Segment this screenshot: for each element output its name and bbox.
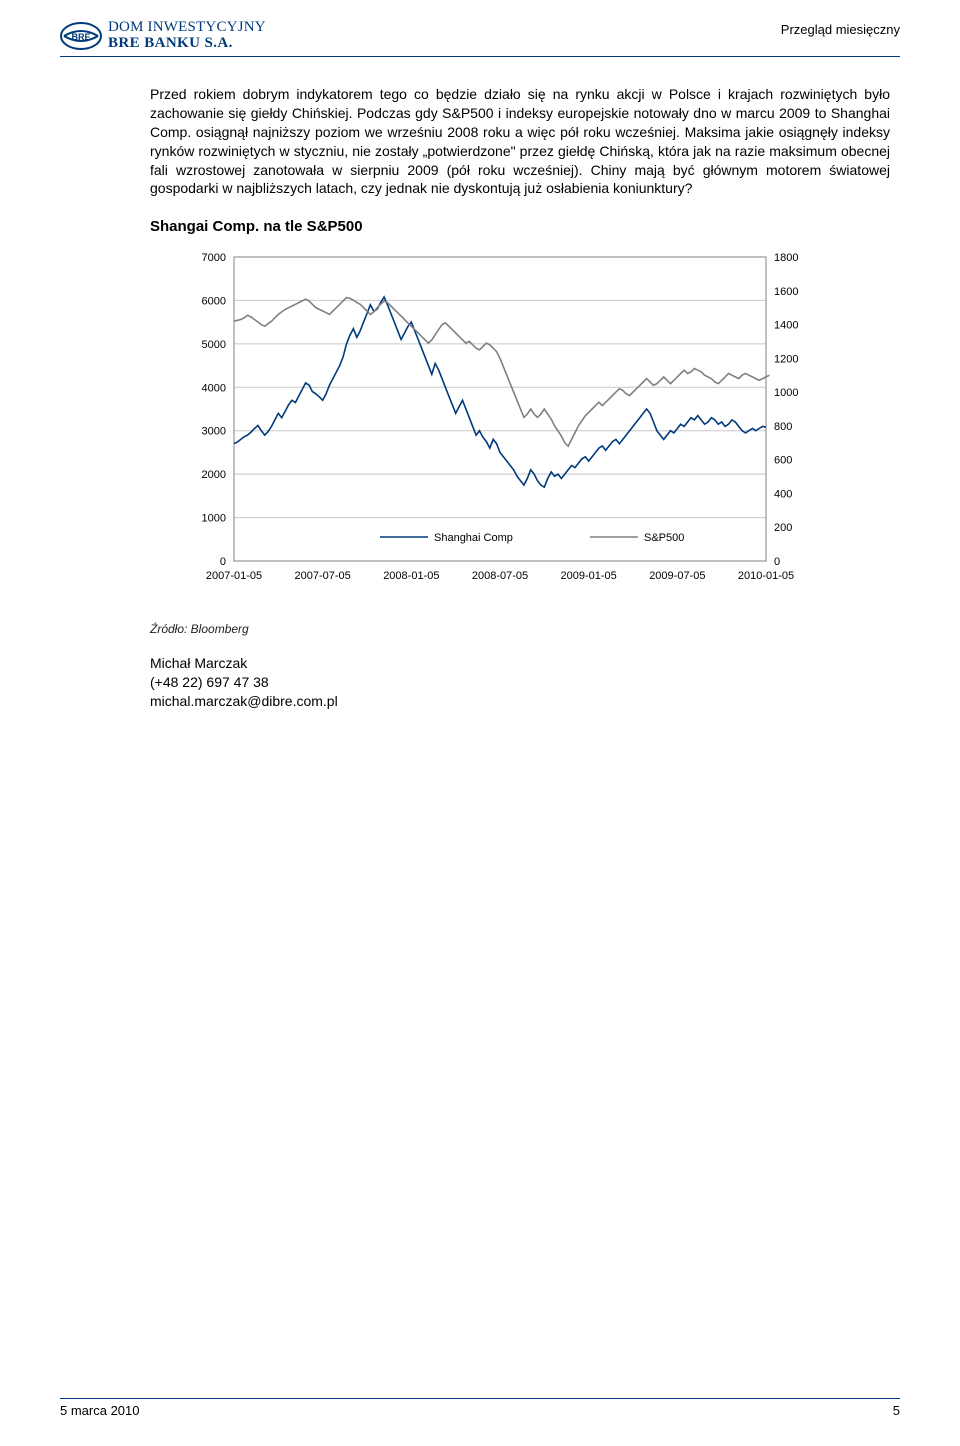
- body-paragraph: Przed rokiem dobrym indykatorem tego co …: [150, 85, 890, 198]
- chart-container: 0 1000 2000 3000 4000 5000 6000 7000 0 200 400 600 8…: [180, 243, 820, 608]
- footer: 5 marca 2010 5: [60, 1398, 900, 1418]
- svg-text:Shanghai Comp: Shanghai Comp: [434, 532, 513, 544]
- logo-text-line1: DOM INWESTYCYJNY: [108, 20, 266, 36]
- svg-text:2009-01-05: 2009-01-05: [561, 570, 617, 582]
- author-name: Michał Marczak: [150, 654, 900, 673]
- svg-text:1200: 1200: [774, 354, 798, 366]
- svg-text:2008-01-05: 2008-01-05: [383, 570, 439, 582]
- header-section-label: Przegląd miesięczny: [781, 20, 900, 37]
- chart-title: Shangai Comp. na tle S&P500: [150, 218, 900, 235]
- svg-text:1000: 1000: [774, 387, 798, 399]
- svg-text:2010-01-05: 2010-01-05: [738, 570, 794, 582]
- logo-text-line2: BRE BANKU S.A.: [108, 36, 266, 52]
- svg-text:5000: 5000: [202, 339, 226, 351]
- footer-date: 5 marca 2010: [60, 1403, 140, 1418]
- svg-text:1600: 1600: [774, 286, 798, 298]
- svg-text:S&P500: S&P500: [644, 532, 684, 544]
- svg-text:800: 800: [774, 421, 792, 433]
- header: BRE DOM INWESTYCYJNY BRE BANKU S.A. Prze…: [60, 20, 900, 57]
- svg-text:0: 0: [220, 556, 226, 568]
- svg-text:1800: 1800: [774, 252, 798, 264]
- author-block: Michał Marczak (+48 22) 697 47 38 michal…: [150, 654, 900, 711]
- shanghai-sp500-chart: 0 1000 2000 3000 4000 5000 6000 7000 0 200 400 600 8…: [180, 243, 820, 603]
- svg-text:2000: 2000: [202, 469, 226, 481]
- svg-text:2007-01-05: 2007-01-05: [206, 570, 262, 582]
- svg-text:200: 200: [774, 523, 792, 535]
- bre-logo-icon: BRE: [60, 20, 102, 52]
- chart-source: Źródło: Bloomberg: [150, 622, 900, 636]
- svg-text:400: 400: [774, 489, 792, 501]
- svg-text:7000: 7000: [202, 252, 226, 264]
- logo: BRE DOM INWESTYCYJNY BRE BANKU S.A.: [60, 20, 266, 52]
- svg-text:600: 600: [774, 455, 792, 467]
- svg-text:BRE: BRE: [71, 32, 90, 42]
- author-email: michal.marczak@dibre.com.pl: [150, 692, 900, 711]
- svg-text:1400: 1400: [774, 320, 798, 332]
- svg-text:2009-07-05: 2009-07-05: [649, 570, 705, 582]
- svg-text:4000: 4000: [202, 383, 226, 395]
- svg-text:1000: 1000: [202, 513, 226, 525]
- svg-text:0: 0: [774, 556, 780, 568]
- author-phone: (+48 22) 697 47 38: [150, 673, 900, 692]
- svg-text:2008-07-05: 2008-07-05: [472, 570, 528, 582]
- svg-text:6000: 6000: [202, 296, 226, 308]
- svg-text:3000: 3000: [202, 426, 226, 438]
- svg-text:2007-07-05: 2007-07-05: [295, 570, 351, 582]
- footer-page: 5: [893, 1403, 900, 1418]
